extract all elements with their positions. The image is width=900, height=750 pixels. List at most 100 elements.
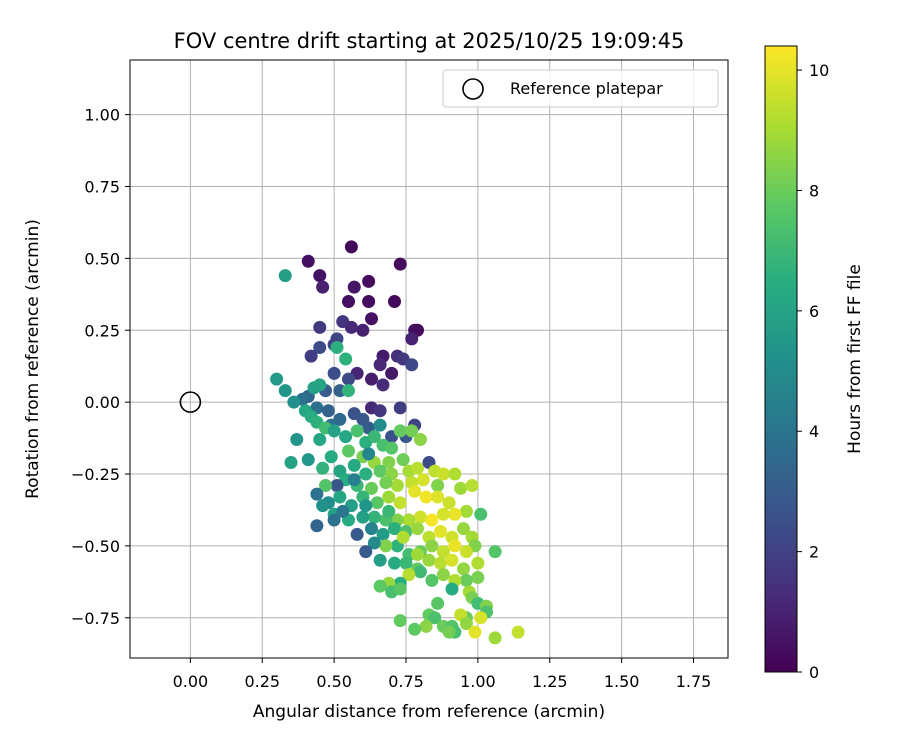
legend-box [442,69,719,108]
scatter-point [365,312,378,326]
x-tick-label: 0.75 [388,672,424,691]
scatter-point [425,573,439,587]
scatter-point [459,617,473,630]
scatter-point [390,479,404,492]
scatter-point [290,433,304,446]
scatter-point [382,490,396,504]
y-tick-label: −0.75 [71,609,120,628]
scatter-point [413,433,427,446]
scatter-point [310,487,324,501]
scatter-point [301,453,315,467]
scatter-point [370,496,384,510]
scatter-point [356,323,370,337]
scatter-point [393,614,407,628]
scatter-point [382,456,396,469]
scatter-point [474,611,488,625]
scatter-point [324,450,338,464]
scatter-point [301,254,315,268]
y-tick-label: 0.50 [84,249,120,268]
scatter-point [270,372,284,386]
legend: Reference platepar [442,69,719,108]
scatter-point [457,562,470,576]
scatter-point [442,625,456,639]
scatter-point [445,553,459,567]
scatter-point [342,372,355,386]
scatter-point [359,499,373,513]
scatter-point [448,539,462,553]
y-tick-label: 0.75 [84,178,120,197]
scatter-point [385,366,399,380]
scatter-point [436,568,450,582]
scatter-point [373,553,387,567]
scatter-point [385,441,399,455]
scatter-point [365,372,378,386]
scatter-point [468,625,482,639]
scatter-point [396,530,410,544]
scatter-point [313,341,327,354]
scatter-point [402,513,416,527]
scatter-point [333,490,347,504]
scatter-point [405,424,419,438]
scatter-point [465,479,479,492]
scatter-point [436,507,450,521]
scatter-point [419,490,433,504]
grid-lines [130,60,728,658]
scatter-point [454,481,468,495]
scatter-point [488,545,502,559]
colorbar: 0 2 4 6 8 10 Hours from first FF file [764,45,865,682]
scatter-point [327,424,341,438]
y-tick-label: 0.00 [84,393,120,412]
legend-marker-icon [462,78,484,100]
scatter-point [399,556,413,570]
scatter-point [425,513,439,527]
scatter-point [339,430,353,444]
scatter-point [445,582,459,596]
scatter-point [284,456,298,469]
scatter-point [434,525,447,538]
scatter-point [321,404,335,418]
scatter-point [367,430,381,444]
scatter-point [413,510,427,524]
scatter-point [382,504,396,518]
scatter-point [373,358,387,372]
x-tick-label: 0.00 [173,672,209,691]
scatter-point [422,553,436,567]
scatter-point [408,622,422,636]
scatter-point [367,536,381,550]
scatter-point [304,349,318,363]
colorbar-ticks: 0 2 4 6 8 10 [797,61,829,682]
scatter-point [373,404,387,418]
scatter-point [310,519,324,533]
scatter-point [344,240,358,254]
scatter-point [362,295,376,308]
scatter-point [393,424,407,438]
scatter-point [339,352,353,366]
colorbar-gradient [764,45,798,673]
scatter-point [431,596,445,610]
x-tick-label: 0.25 [244,672,280,691]
scatter-point [388,556,401,570]
scatter-point [365,522,378,536]
plot-frame [129,59,729,659]
scatter-point [347,458,361,472]
x-tick-label: 1.25 [532,672,568,691]
scatter-point [413,565,427,579]
scatter-point [347,280,361,294]
scatter-point [376,527,390,541]
scatter-point [393,257,407,271]
colorbar-tick-label: 2 [809,543,819,562]
colorbar-tick-label: 10 [809,61,829,80]
colorbar-tick-label: 4 [809,422,819,441]
scatter-point [459,504,473,518]
data-points [270,240,525,645]
legend-label-reference-platepar: Reference platepar [510,79,663,98]
scatter-point [405,332,419,346]
scatter-point [313,320,327,334]
scatter-point [393,401,407,415]
y-axis-label: Rotation from reference (arcmin) [23,219,43,499]
scatter-point [459,573,473,587]
scatter-point [457,522,470,536]
colorbar-label: Hours from first FF file [845,264,865,454]
scatter-point [362,274,376,288]
